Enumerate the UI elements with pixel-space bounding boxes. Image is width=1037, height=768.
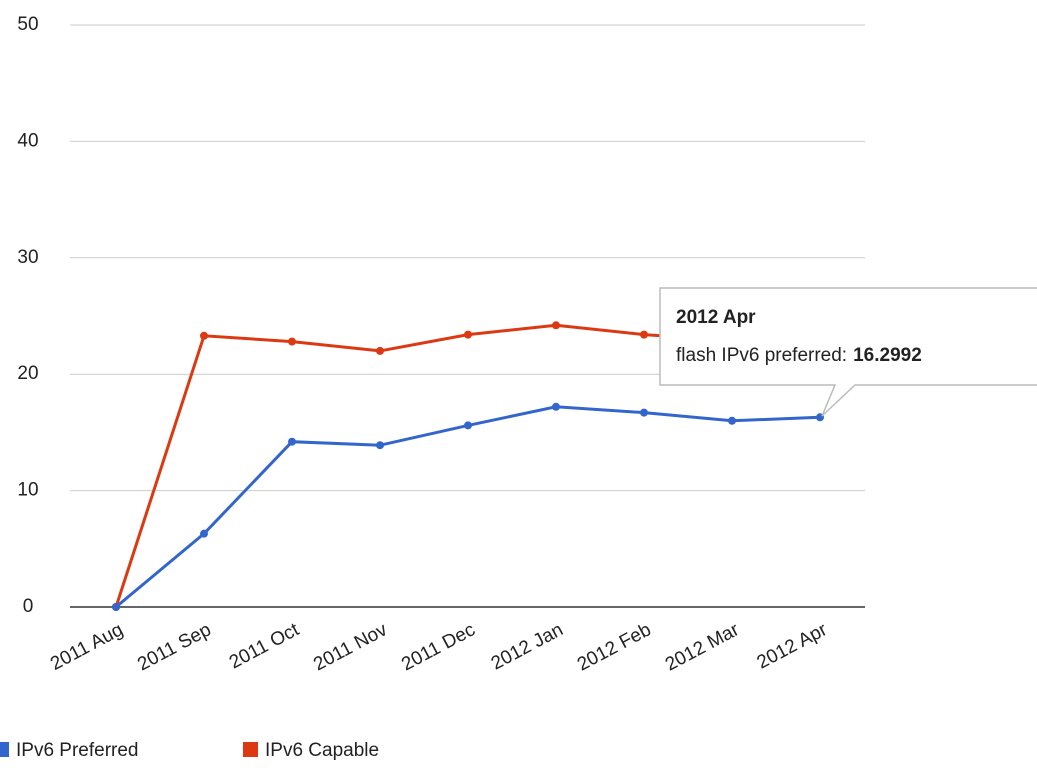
data-point	[376, 346, 384, 355]
data-point	[552, 402, 560, 411]
y-tick-label: 10	[17, 480, 38, 501]
y-tick-label: 40	[17, 130, 38, 151]
tooltip: 2012 Apr flash IPv6 preferred: 16.2992	[659, 287, 1037, 417]
y-tick-label: 20	[17, 363, 38, 384]
legend-swatch	[0, 742, 9, 757]
data-point	[728, 416, 736, 425]
tooltip-label: flash IPv6 preferred:	[676, 345, 847, 366]
x-tick-label: 2011 Dec	[398, 619, 478, 675]
x-tick-label: 2012 Jan	[488, 619, 567, 674]
data-point	[640, 330, 648, 339]
x-tick-label: 2011 Nov	[310, 619, 391, 675]
data-point	[640, 408, 648, 417]
legend-label: IPv6 Preferred	[16, 740, 139, 761]
legend-swatch	[243, 742, 258, 757]
data-point	[200, 529, 208, 538]
series-line	[115, 405, 821, 609]
x-tick-label: 2011 Oct	[226, 619, 303, 673]
x-tick-label: 2012 Apr	[754, 619, 832, 674]
data-point	[552, 321, 560, 330]
data-point	[200, 331, 208, 340]
data-point	[288, 337, 296, 346]
x-tick-label: 2011 Sep	[134, 619, 214, 675]
x-tick-label: 2011 Aug	[47, 619, 127, 675]
data-point	[376, 441, 384, 450]
tooltip-title: 2012 Apr	[676, 307, 756, 328]
x-tick-label: 2012 Feb	[574, 619, 655, 675]
data-point	[112, 603, 120, 611]
tooltip-box	[659, 287, 1037, 417]
x-tick-label: 2012 Mar	[662, 619, 743, 676]
data-point	[288, 437, 296, 446]
y-tick-label: 30	[17, 247, 38, 268]
tooltip-value: 16.2992	[853, 345, 922, 366]
data-point	[464, 330, 472, 339]
tooltip-text: flash IPv6 preferred: 16.2992	[676, 345, 922, 366]
data-point	[464, 421, 472, 430]
y-tick-label: 0	[23, 596, 34, 617]
y-tick-label: 50	[17, 14, 38, 35]
legend-label: IPv6 Capable	[265, 740, 379, 761]
